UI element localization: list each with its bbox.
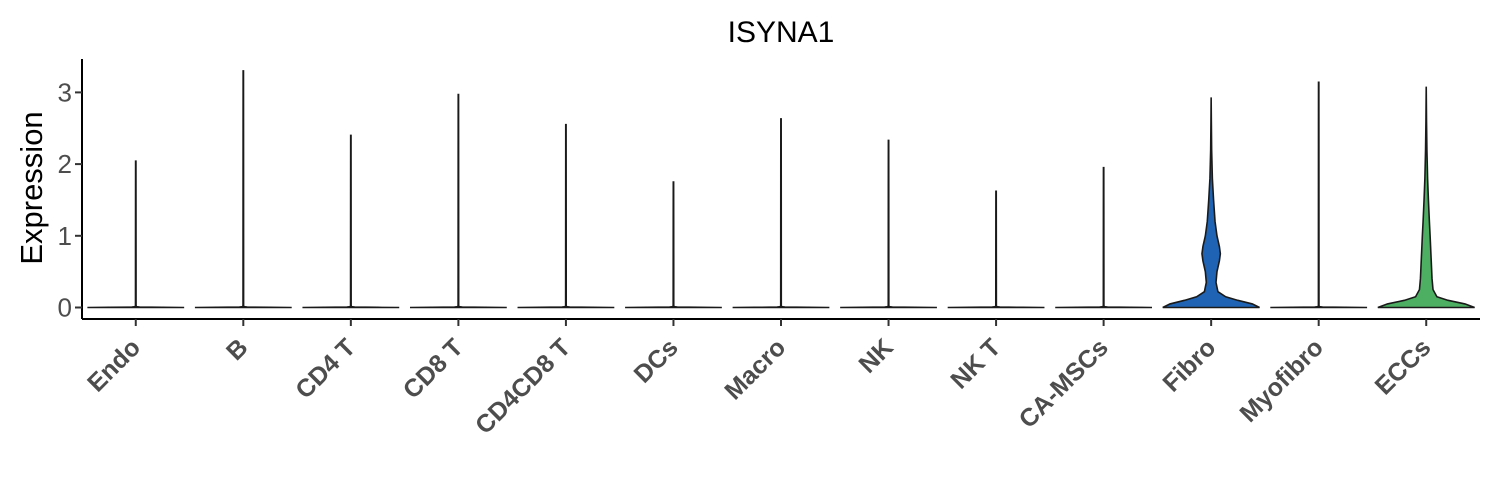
violin-endo [87,160,185,309]
y-tick-label: 2 [58,149,72,179]
y-tick-label: 1 [58,221,72,251]
chart-title: ISYNA1 [728,16,835,49]
x-tick-label: CA-MSCs [1014,333,1114,433]
x-ticks-layer: Endo B CD4 T CD8 T CD4CD8 T DCs Macro NK NK T CA-… [82,319,1436,440]
x-tick-label: CD4 T [290,333,361,404]
violin-ca-mscs [1055,166,1153,309]
violin-fibro [1162,97,1260,309]
x-tick-label: NK [853,333,898,378]
violin-nk-t [947,190,1045,309]
y-tick-label: 0 [58,293,72,323]
x-tick-label: Myofibro [1235,333,1329,427]
violin-dcs [625,181,722,309]
violin-cd4-t [302,134,400,309]
x-tick-label: Endo [82,333,146,397]
x-tick-label: ECCs [1370,333,1437,400]
violin-myofibro [1270,81,1368,309]
x-tick-label: Fibro [1157,333,1221,397]
violin-macro [732,118,830,309]
y-axis-label: Expression [14,111,49,264]
x-tick-label: CD8 T [398,333,469,404]
x-tick-label: NK T [945,333,1006,394]
violins-layer [87,70,1475,309]
x-tick-label: B [221,333,254,366]
y-ticks-layer: 0 1 2 3 [58,77,82,323]
violin-eccs [1377,86,1475,309]
x-tick-label: DCs [629,333,684,388]
x-tick-label: CD4CD8 T [470,333,576,439]
violin-cd4cd8-t [517,123,615,309]
x-tick-label: Macro [719,333,791,405]
violin-cd8-t [409,93,507,309]
y-tick-label: 3 [58,77,72,107]
violin-nk [840,139,937,309]
violin-b [194,70,292,309]
